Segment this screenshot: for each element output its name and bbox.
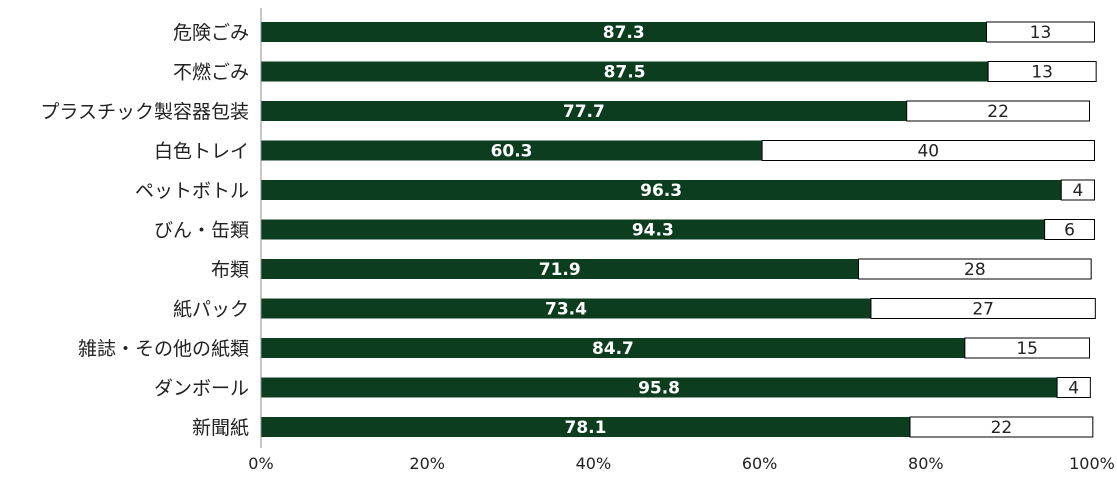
bar-segment-main <box>261 298 871 319</box>
bar-segment-main <box>261 338 965 358</box>
data-label-main: 87.3 <box>603 23 645 43</box>
data-label-rest: 40 <box>917 142 939 162</box>
category-label: ペットボトル <box>135 180 249 202</box>
bar-segment-main <box>261 417 911 437</box>
bar-segment-rest <box>1060 179 1095 201</box>
category-label: 雑誌・その他の紙類 <box>78 338 249 360</box>
bar-segment-rest <box>761 140 1095 161</box>
bar-segment-main <box>261 140 763 161</box>
bar-segment-rest <box>870 298 1096 319</box>
data-label-rest: 4 <box>1068 379 1079 399</box>
data-label-rest: 4 <box>1072 181 1083 201</box>
data-label-main: 87.5 <box>604 63 646 83</box>
category-label: 危険ごみ <box>173 22 249 44</box>
data-label-main: 94.3 <box>632 221 674 241</box>
bar-segment-main <box>261 219 1045 240</box>
bar-segment-main <box>261 22 987 42</box>
x-tick-label: 100% <box>1069 454 1115 473</box>
bar-segment-main <box>261 377 1058 398</box>
bar-segment-rest <box>964 337 1091 359</box>
bar-segment-main <box>261 61 989 82</box>
bar-segment-main <box>261 180 1062 200</box>
data-label-main: 71.9 <box>539 260 581 280</box>
category-label: プラスチック製容器包装 <box>40 101 249 123</box>
data-label-rest: 22 <box>987 102 1009 122</box>
x-tick-label: 40% <box>576 454 612 473</box>
category-label: 紙パック <box>173 299 249 321</box>
x-tick-label: 60% <box>742 454 778 473</box>
data-label-main: 96.3 <box>640 181 682 201</box>
data-label-rest: 13 <box>1030 23 1052 43</box>
bar-segment-rest <box>985 21 1095 43</box>
category-label: ダンボール <box>154 378 249 400</box>
data-label-main: 95.8 <box>638 379 680 399</box>
bar-segment-rest <box>909 416 1094 438</box>
data-label-rest: 6 <box>1064 221 1075 241</box>
bar-segment-main <box>261 259 859 279</box>
bar-segment-rest <box>857 258 1092 280</box>
category-label: 布類 <box>211 259 249 281</box>
x-tick-label: 0% <box>248 454 273 473</box>
category-label: 白色トレイ <box>154 141 249 163</box>
x-tick-label: 80% <box>908 454 944 473</box>
bars-layer: 87.3 13 87.5 13 77.7 22 60.3 40 96.3 4 94.3 6 71.9 28… <box>261 21 1097 438</box>
bar-segment-rest <box>906 100 1091 122</box>
bar-segment-rest <box>1044 219 1095 240</box>
bar-segment-rest <box>1056 377 1091 398</box>
data-label-main: 60.3 <box>491 142 533 162</box>
x-axis: 0% 20% 40% 60% 80% 100% <box>248 8 1115 473</box>
bar-segment-main <box>261 101 907 121</box>
category-label: びん・缶類 <box>154 220 249 242</box>
data-label-rest: 13 <box>1031 63 1053 83</box>
data-label-main: 73.4 <box>545 300 587 320</box>
data-label-main: 78.1 <box>565 418 607 438</box>
category-label: 不燃ごみ <box>173 62 249 84</box>
data-label-main: 77.7 <box>563 102 605 122</box>
data-label-rest: 22 <box>991 418 1013 438</box>
category-label: 新聞紙 <box>192 417 249 439</box>
data-label-rest: 15 <box>1016 339 1038 359</box>
bar-segment-rest <box>987 61 1097 82</box>
data-label-rest: 27 <box>972 300 994 320</box>
data-label-rest: 28 <box>964 260 986 280</box>
x-tick-label: 20% <box>409 454 445 473</box>
data-label-main: 84.7 <box>592 339 634 359</box>
category-labels: 危険ごみ不燃ごみプラスチック製容器包装白色トレイペットボトルびん・缶類布類紙パッ… <box>40 22 249 439</box>
